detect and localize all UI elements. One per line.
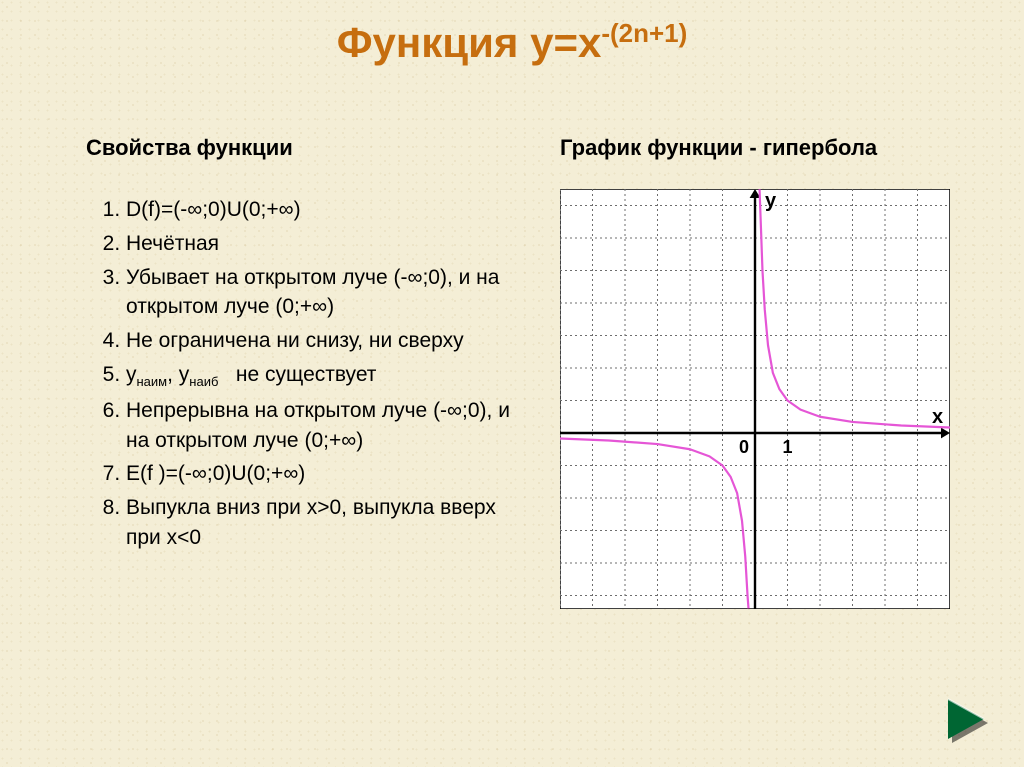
property-item: Убывает на открытом луче (-∞;0), и на от… (126, 263, 516, 323)
properties-list: D(f)=(-∞;0)U(0;+∞) Нечётная Убывает на отк… (86, 195, 516, 553)
svg-text:0: 0 (739, 437, 749, 457)
page-title: Функция у=х-(2n+1) (0, 18, 1024, 67)
chart-column: График функции - гипербола y x 0 1 (560, 135, 980, 609)
property-item: Непрерывна на открытом луче (-∞;0), и на… (126, 396, 516, 456)
property-item: yнаим, yнаиб не существует (126, 360, 516, 392)
hyperbola-chart: y x 0 1 (560, 189, 950, 609)
next-slide-button[interactable] (940, 689, 996, 745)
properties-heading: Свойства функции (86, 135, 516, 161)
property-item: Выпукла вниз при х>0, выпукла вверх при … (126, 493, 516, 553)
chart-heading: График функции - гипербола (560, 135, 980, 161)
property-item: E(f )=(-∞;0)U(0;+∞) (126, 459, 516, 489)
svg-text:y: y (765, 190, 777, 212)
svg-text:x: x (932, 406, 943, 428)
properties-column: Свойства функции D(f)=(-∞;0)U(0;+∞) Нечёт… (86, 135, 516, 557)
property-item: Не ограничена ни снизу, ни сверху (126, 326, 516, 356)
property-item: Нечётная (126, 229, 516, 259)
property-item: D(f)=(-∞;0)U(0;+∞) (126, 195, 516, 225)
svg-text:1: 1 (783, 437, 793, 457)
